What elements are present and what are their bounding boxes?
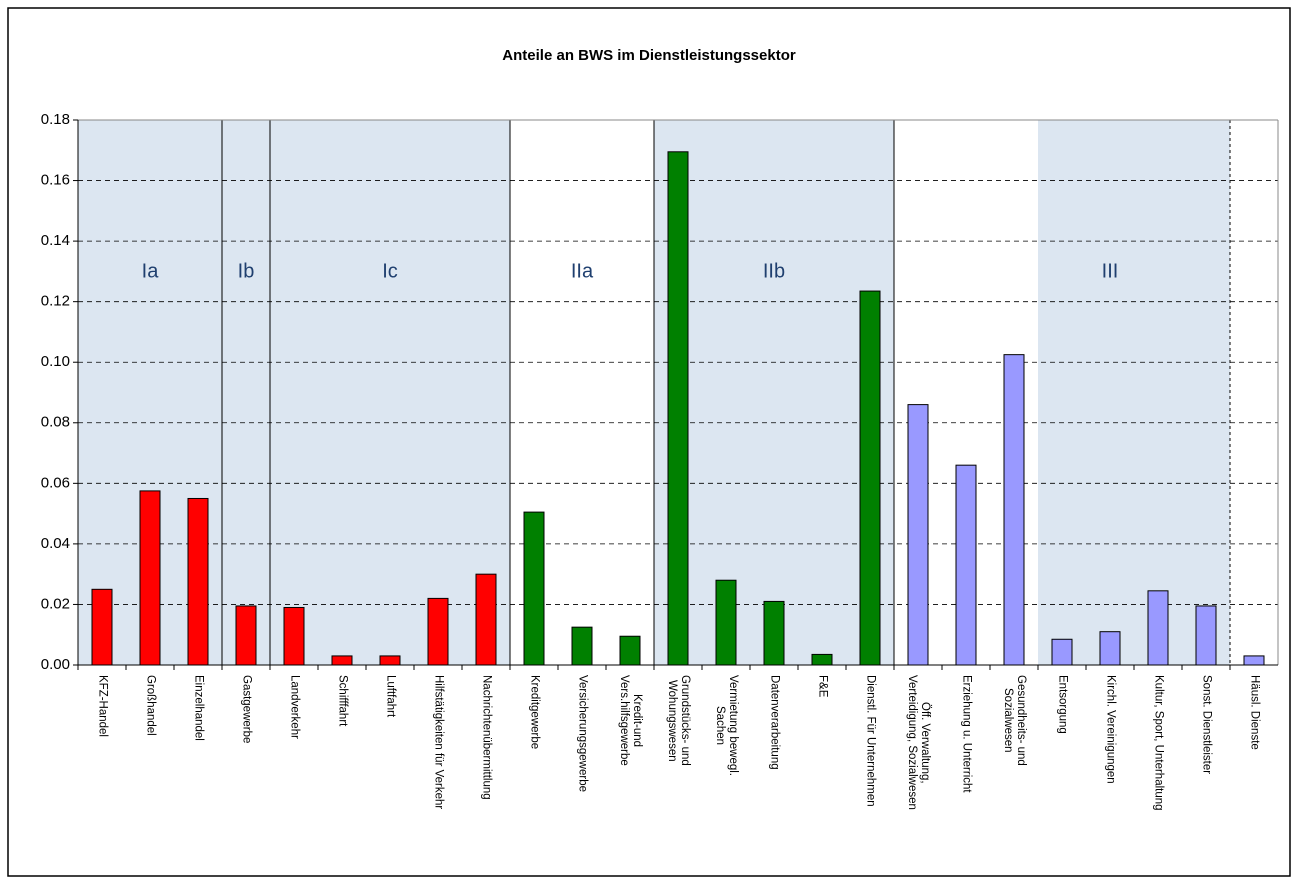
bar: [331, 655, 353, 666]
y-tick-label: 0.16: [41, 172, 70, 189]
y-tick-label: 0.10: [41, 353, 70, 370]
bar: [523, 511, 545, 666]
section-label: IIa: [571, 260, 594, 282]
bar: [235, 605, 257, 666]
x-tick-label: Datenverarbeitung: [768, 675, 781, 770]
bar: [667, 151, 689, 666]
x-tick-label: Gastgewerbe: [240, 675, 253, 744]
x-tick-label: Landverkehr: [288, 675, 301, 739]
section-label: Ia: [142, 260, 160, 282]
x-tick-label: Gesundheits- und Sozialwesen: [1002, 675, 1027, 766]
y-tick-label: 0.02: [41, 595, 70, 612]
x-tick-label: Kreditgewerbe: [528, 675, 541, 750]
x-tick-label: Hilfstätigkeiten für Verkehr: [432, 675, 445, 810]
chart-title: Anteile an BWS im Dienstleistungssektor: [502, 47, 796, 64]
y-tick-label: 0.18: [41, 111, 70, 128]
bar: [907, 404, 929, 666]
y-tick-label: 0.04: [41, 535, 70, 552]
bar: [1003, 354, 1025, 666]
bar: [859, 290, 881, 666]
bar: [187, 497, 209, 666]
bar: [139, 490, 161, 666]
bar: [1099, 631, 1121, 666]
bar: [91, 588, 113, 666]
x-tick-label: Dienstl. Für Unternehmen: [864, 675, 877, 807]
bar: [619, 635, 641, 666]
y-tick-label: 0.14: [41, 232, 70, 249]
x-tick-label: Erziehung u. Unterricht: [960, 675, 973, 793]
bar: [715, 579, 737, 666]
x-tick-label: Entsorgung: [1056, 675, 1069, 734]
x-tick-label: Öff. Verwaltung, Verteidigung, Sozialwes…: [906, 675, 931, 810]
x-tick-label: Vermietung bewegl. Sachen: [714, 675, 739, 777]
section-label: Ic: [382, 260, 398, 282]
section-label: Ib: [238, 260, 255, 282]
bar: [811, 653, 833, 666]
x-tick-label: Kredit-und Vers.hilfsgewerbe: [618, 675, 643, 766]
y-tick-label: 0.00: [41, 656, 70, 673]
bar: [571, 626, 593, 666]
bar: [283, 606, 305, 666]
bar: [475, 573, 497, 666]
x-tick-label: KFZ-Handel: [96, 675, 109, 737]
x-tick-label: Kultur, Sport, Unterhaltung: [1152, 675, 1165, 811]
x-tick-label: Luftfahrt: [384, 675, 397, 718]
section-dividers: [221, 120, 1231, 665]
bar: [1147, 590, 1169, 666]
bar: [763, 600, 785, 666]
x-tick-label: Häusl. Dienste: [1248, 675, 1261, 750]
x-tick-label: Nachrichtenübermittlung: [480, 675, 493, 800]
x-tick-label: Großhandel: [144, 675, 157, 736]
x-tick-label: F&E: [816, 675, 829, 698]
section-label: IIb: [763, 260, 785, 282]
x-tick-label: Kirchl. Vereinigungen: [1104, 675, 1117, 784]
bar: [427, 597, 449, 666]
bar: [379, 655, 401, 666]
x-tick-label: Sonst. Dienstleister: [1200, 675, 1213, 775]
bar: [1195, 605, 1217, 666]
shade: [1038, 120, 1230, 665]
section-label: III: [1102, 260, 1119, 282]
shade: [654, 120, 894, 665]
y-tick-label: 0.08: [41, 414, 70, 431]
bar: [1051, 638, 1073, 666]
bar: [955, 464, 977, 666]
x-tick-label: Grundstücks- und Wohungswesen: [666, 675, 691, 766]
x-tick-label: Einzelhandel: [192, 675, 205, 741]
y-tick-label: 0.06: [41, 474, 70, 491]
bar: [1243, 655, 1265, 666]
y-tick-label: 0.12: [41, 293, 70, 310]
x-tick-label: Versicherungsgewerbe: [576, 675, 589, 792]
x-tick-label: Schifffahrt: [336, 675, 349, 727]
